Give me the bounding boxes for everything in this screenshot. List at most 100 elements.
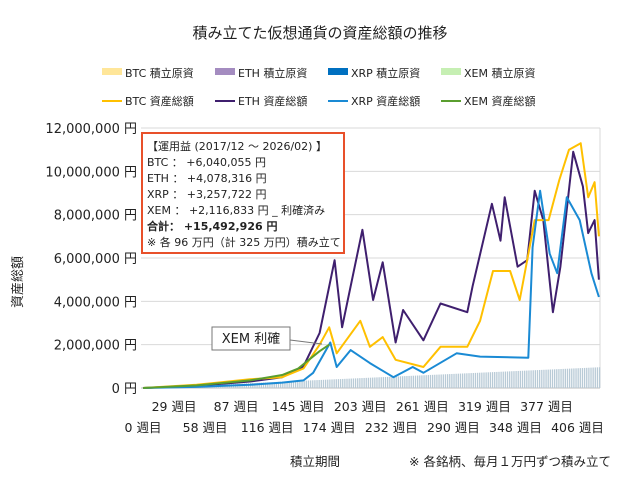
- x-tick-label: 203 週目: [334, 399, 387, 414]
- y-tick-label: 6,000,000 円: [54, 252, 137, 267]
- y-tick-label: 8,000,000 円: [54, 209, 137, 224]
- legend-swatch: [102, 68, 122, 75]
- legend-label: ETH 積立原資: [238, 66, 307, 80]
- legend-label: XEM 資産総額: [464, 94, 535, 108]
- contribution-bar: [537, 370, 538, 388]
- contribution-bar: [539, 370, 540, 388]
- contribution-bar: [316, 380, 317, 388]
- contribution-bar: [597, 367, 598, 388]
- x-tick-label: 87 週目: [214, 399, 259, 414]
- contribution-bar: [421, 375, 422, 388]
- contribution-bar: [503, 372, 504, 388]
- contribution-bar: [319, 380, 320, 388]
- contribution-bar: [558, 369, 559, 388]
- contribution-bar: [436, 375, 437, 388]
- contribution-bar: [560, 369, 561, 388]
- contribution-bar: [483, 373, 484, 388]
- contribution-bar: [511, 371, 512, 388]
- contribution-bar: [378, 377, 379, 388]
- contribution-bar: [411, 376, 412, 388]
- contribution-bar: [515, 371, 516, 388]
- contribution-bar: [325, 380, 326, 388]
- contribution-bar: [372, 378, 373, 388]
- contribution-bar: [593, 368, 594, 388]
- contribution-bar: [507, 371, 508, 388]
- contribution-bar: [466, 373, 467, 388]
- contribution-bar: [473, 373, 474, 388]
- contribution-bar: [370, 378, 371, 388]
- contribution-bar: [304, 381, 305, 388]
- contribution-bar: [402, 376, 403, 388]
- contribution-bar: [468, 373, 469, 388]
- x-tick-label: 0 週目: [125, 420, 162, 435]
- contribution-bar: [342, 379, 343, 388]
- contribution-bar: [599, 367, 600, 388]
- contribution-bar: [458, 374, 459, 388]
- contribution-bar: [331, 379, 332, 388]
- contribution-bar: [366, 378, 367, 388]
- contribution-bar: [449, 374, 450, 388]
- contribution-bar: [588, 368, 589, 388]
- contribution-bar: [368, 378, 369, 388]
- contribution-bar: [363, 378, 364, 388]
- legend-swatch: [441, 68, 461, 75]
- contribution-bar: [406, 376, 407, 388]
- xem-callout: XEM 利確: [212, 327, 322, 350]
- contribution-bar: [535, 370, 536, 388]
- contribution-bar: [451, 374, 452, 388]
- contribution-bar: [398, 376, 399, 388]
- contribution-bar: [441, 374, 442, 388]
- profit-box-line: ※ 各 96 万円（計 325 万円）積み立て: [147, 235, 341, 249]
- y-axis-label: 資産総額: [10, 256, 26, 308]
- contribution-bar: [590, 368, 591, 388]
- contribution-bar: [500, 372, 501, 388]
- contribution-bar: [346, 379, 347, 388]
- contribution-bar: [509, 371, 510, 388]
- contribution-bar: [374, 377, 375, 388]
- contribution-bar: [575, 368, 576, 388]
- x-tick-label: 319 週目: [458, 399, 511, 414]
- contribution-bar: [323, 380, 324, 388]
- x-tick-label: 58 週目: [183, 420, 228, 435]
- contribution-bar: [310, 380, 311, 388]
- contribution-bar: [563, 369, 564, 388]
- contribution-bar: [314, 380, 315, 388]
- contribution-bar: [485, 372, 486, 388]
- contribution-bar: [329, 380, 330, 388]
- contribution-bar: [520, 371, 521, 388]
- contribution-bar: [567, 369, 568, 388]
- contribution-bar: [565, 369, 566, 388]
- x-tick-label: 261 週目: [396, 399, 449, 414]
- contribution-bar: [541, 370, 542, 388]
- contribution-bar: [419, 375, 420, 388]
- contribution-bar: [426, 375, 427, 388]
- contribution-bar: [447, 374, 448, 388]
- y-tick-label: 4,000,000 円: [54, 295, 137, 310]
- contribution-bar: [498, 372, 499, 388]
- legend-label: XEM 積立原資: [464, 66, 535, 80]
- contribution-bar: [301, 381, 302, 388]
- contribution-bar: [554, 369, 555, 388]
- legend-swatch: [328, 68, 348, 75]
- x-tick-label: 174 週目: [303, 420, 356, 435]
- contribution-bar: [526, 371, 527, 388]
- contribution-bar: [470, 373, 471, 388]
- contribution-bar: [533, 370, 534, 388]
- contribution-bar: [353, 378, 354, 388]
- contribution-bar: [423, 375, 424, 388]
- contribution-bar: [400, 376, 401, 388]
- contribution-bar: [584, 368, 585, 388]
- x-tick-label: 232 週目: [365, 420, 418, 435]
- profit-box-line: XRP ： +3,257,722 円: [147, 188, 267, 201]
- contribution-bar: [460, 374, 461, 388]
- contribution-bar: [530, 370, 531, 388]
- contribution-bar: [445, 374, 446, 388]
- contribution-bar: [299, 381, 300, 388]
- profit-box-line: ETH ： +4,078,316 円: [147, 172, 267, 185]
- contribution-bar: [552, 369, 553, 388]
- legend-label: XRP 積立原資: [351, 66, 420, 80]
- contribution-bar: [383, 377, 384, 388]
- contribution-bar: [393, 377, 394, 388]
- contribution-bar: [481, 373, 482, 388]
- contribution-bar: [327, 380, 328, 388]
